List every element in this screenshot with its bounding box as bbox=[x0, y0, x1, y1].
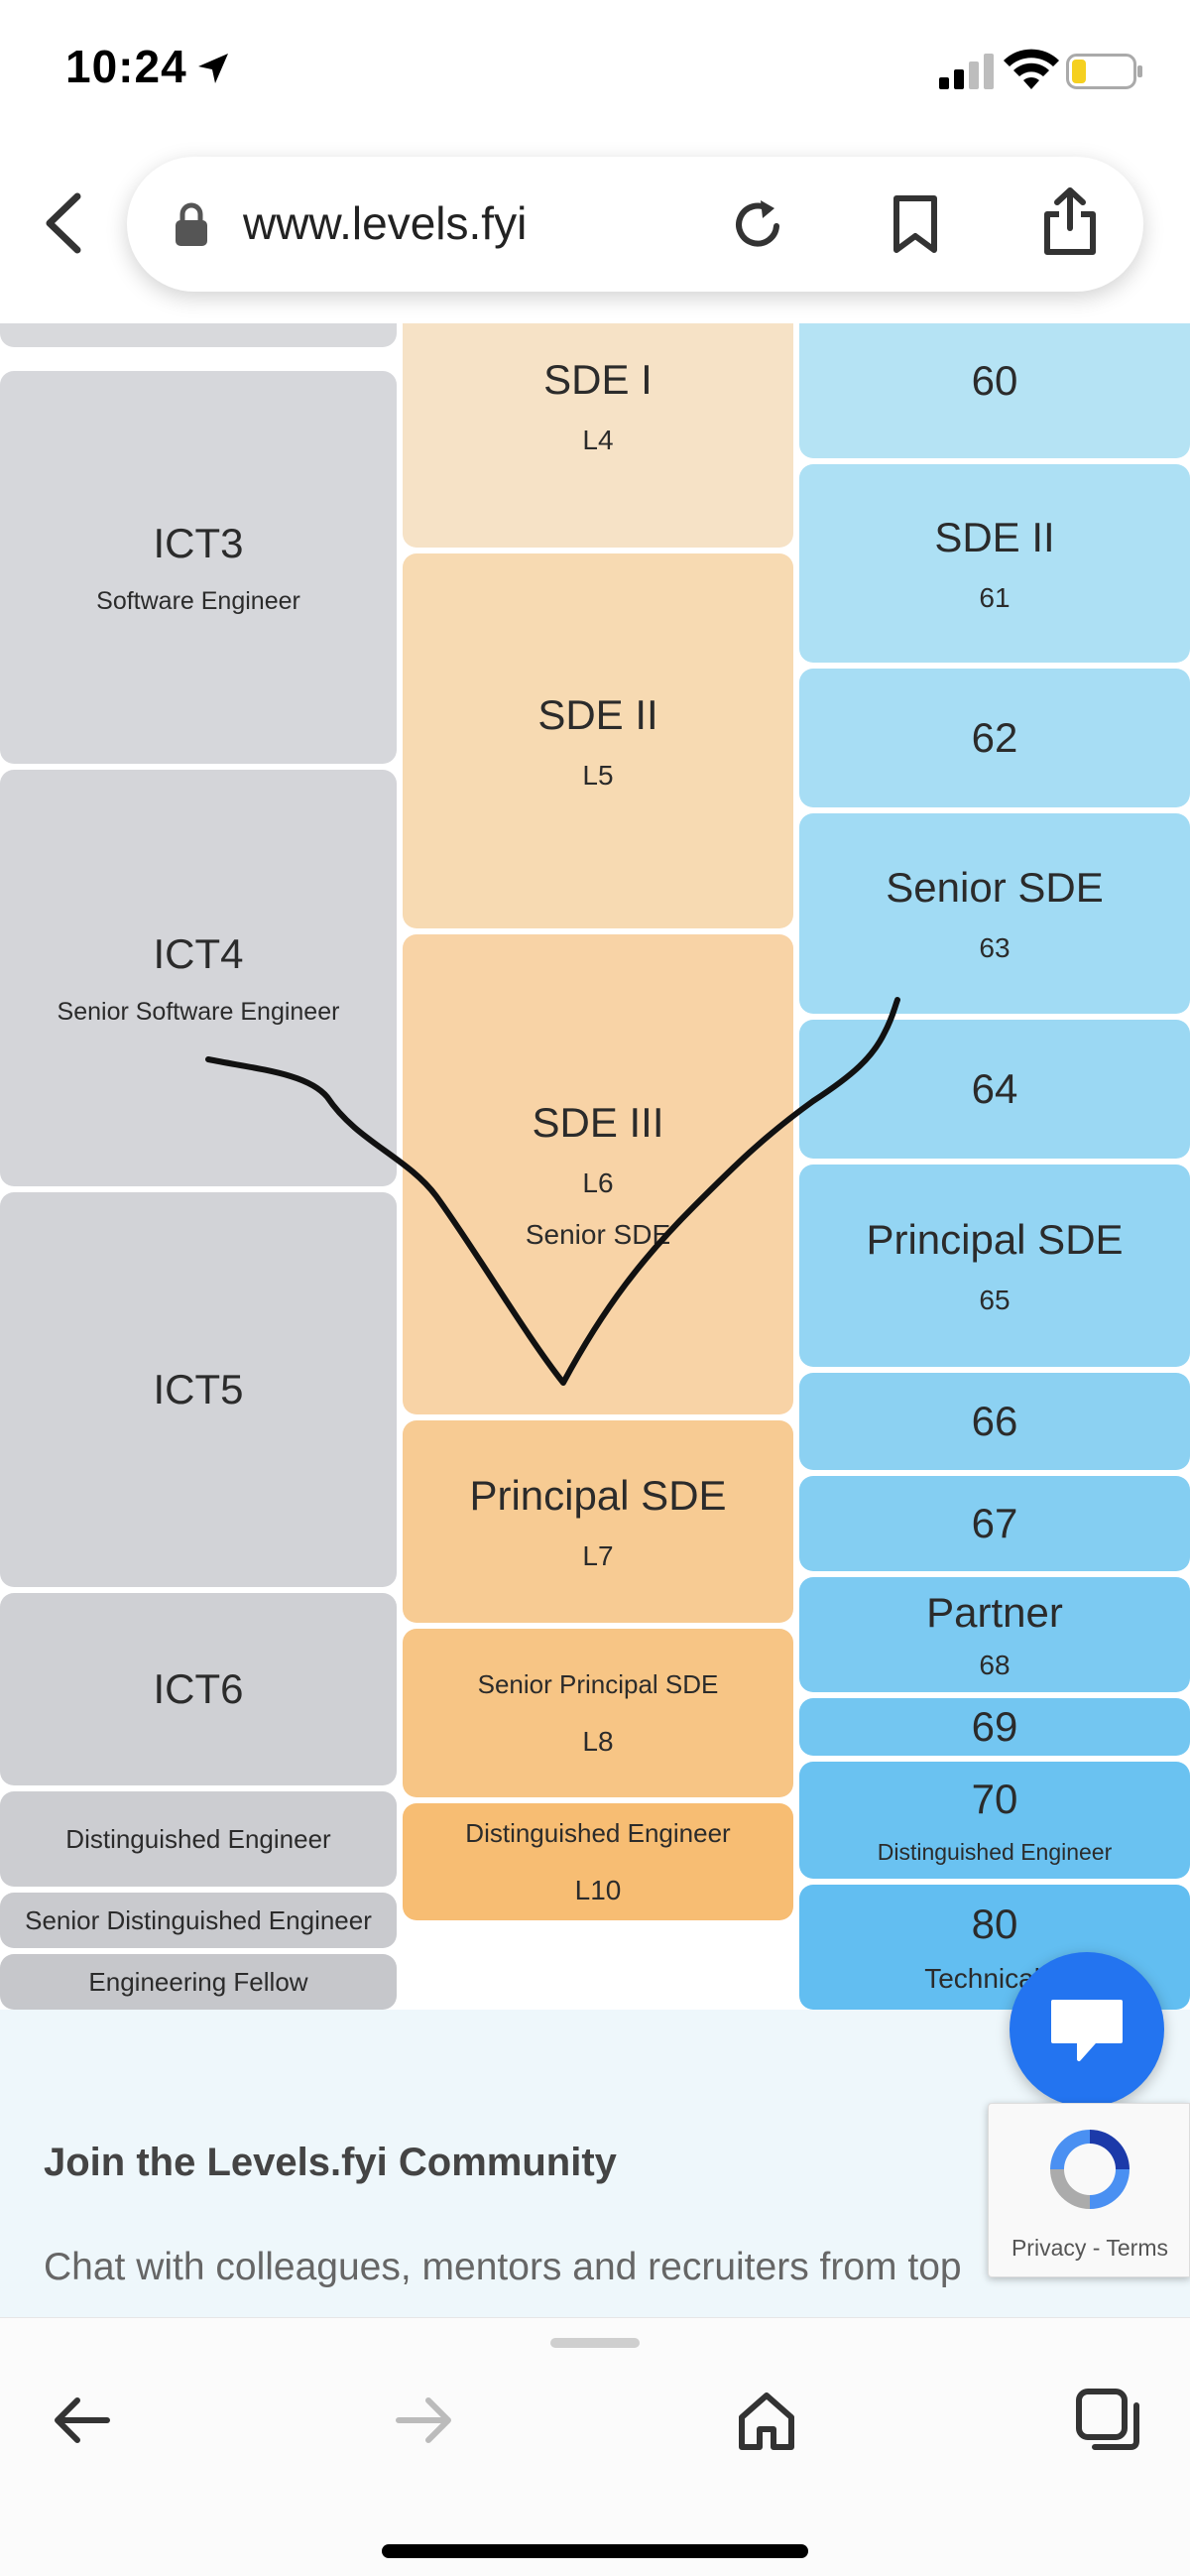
location-arrow-icon bbox=[198, 54, 228, 83]
level-code: L10 bbox=[574, 1874, 622, 1905]
level-title: 70 bbox=[971, 1776, 1018, 1823]
level-cell-engineering-fellow[interactable]: Engineering Fellow bbox=[0, 1954, 397, 2010]
address-bar[interactable] bbox=[127, 157, 1143, 292]
level-cell-63[interactable]: Senior SDE 63 bbox=[799, 813, 1190, 1014]
level-cell-70[interactable]: 70 Distinguished Engineer bbox=[799, 1762, 1190, 1879]
level-title: 69 bbox=[971, 1702, 1018, 1750]
level-title: Distinguished Engineer bbox=[465, 1817, 731, 1848]
level-cell-69[interactable]: 69 bbox=[799, 1698, 1190, 1756]
url-text[interactable]: www.levels.fyi bbox=[243, 197, 528, 249]
level-subtitle: Software Engineer bbox=[96, 586, 300, 615]
level-cell-68[interactable]: Partner 68 bbox=[799, 1577, 1190, 1692]
level-alt-title: Senior SDE bbox=[525, 1219, 671, 1251]
level-title: SDE II bbox=[934, 513, 1055, 560]
level-code: L6 bbox=[582, 1167, 614, 1199]
share-icon[interactable] bbox=[1041, 186, 1099, 256]
home-indicator[interactable] bbox=[382, 2544, 808, 2558]
level-cell-61[interactable]: SDE II 61 bbox=[799, 464, 1190, 663]
level-title: 80 bbox=[971, 1900, 1018, 1947]
level-title: Principal SDE bbox=[469, 1471, 727, 1519]
level-title: SDE I bbox=[543, 355, 653, 403]
status-time: 10:24 bbox=[65, 41, 187, 92]
level-title: 62 bbox=[971, 713, 1018, 761]
level-subtitle: Senior Software Engineer bbox=[57, 997, 340, 1026]
level-title: 60 bbox=[971, 356, 1018, 404]
level-title: Senior Principal SDE bbox=[477, 1668, 719, 1699]
level-title: 67 bbox=[971, 1499, 1018, 1546]
level-cell-sde-i[interactable]: SDE I L4 bbox=[403, 323, 793, 548]
level-cell-sde-ii[interactable]: SDE II L5 bbox=[403, 553, 793, 928]
level-cell-65[interactable]: Principal SDE 65 bbox=[799, 1165, 1190, 1367]
reload-icon[interactable] bbox=[729, 196, 786, 254]
chat-bubble-icon bbox=[1051, 2000, 1123, 2061]
level-title: Partner bbox=[926, 1588, 1063, 1636]
bookmark-icon[interactable] bbox=[891, 194, 940, 254]
wifi-icon bbox=[1004, 49, 1059, 89]
home-icon[interactable] bbox=[732, 2386, 801, 2455]
level-cell-distinguished-engineer[interactable]: Distinguished Engineer bbox=[0, 1791, 397, 1887]
level-cell-62[interactable]: 62 bbox=[799, 669, 1190, 807]
chat-button[interactable] bbox=[1010, 1952, 1164, 2107]
recaptcha-privacy-terms-link[interactable]: Privacy - Terms bbox=[1011, 2235, 1169, 2261]
tabs-icon[interactable] bbox=[1073, 2386, 1142, 2455]
level-code: L8 bbox=[582, 1725, 614, 1757]
cellular-signal-icon bbox=[939, 54, 994, 89]
recaptcha-badge[interactable]: Privacy - Terms bbox=[988, 2103, 1190, 2277]
level-code: 68 bbox=[979, 1650, 1011, 1681]
level-title: ICT5 bbox=[153, 1365, 244, 1412]
level-subtitle: Engineering Fellow bbox=[88, 1966, 308, 1997]
level-cell-60[interactable]: 60 bbox=[799, 323, 1190, 458]
level-cell-ict3[interactable]: ICT3 Software Engineer bbox=[0, 371, 397, 764]
level-title: SDE III bbox=[532, 1098, 664, 1146]
level-title: 66 bbox=[971, 1397, 1018, 1444]
status-bar: 10:24 bbox=[0, 0, 1190, 149]
level-cell-senior-distinguished-engineer[interactable]: Senior Distinguished Engineer bbox=[0, 1893, 397, 1948]
level-code: L5 bbox=[582, 760, 614, 792]
level-cell-64[interactable]: 64 bbox=[799, 1020, 1190, 1159]
lock-icon bbox=[176, 202, 207, 246]
back-arrow-icon[interactable] bbox=[48, 2386, 117, 2455]
browser-back-chevron-icon[interactable] bbox=[40, 188, 89, 258]
level-subtitle: Senior Distinguished Engineer bbox=[25, 1904, 372, 1935]
level-code: L7 bbox=[582, 1540, 614, 1572]
level-title: ICT4 bbox=[153, 930, 244, 978]
level-subtitle: Distinguished Engineer bbox=[65, 1823, 331, 1854]
community-description: Chat with colleagues, mentors and recrui… bbox=[44, 2246, 962, 2288]
levels-comparison-table: ICT3 Software Engineer ICT4 Senior Softw… bbox=[0, 323, 1190, 2010]
toolbar-grabber[interactable] bbox=[550, 2338, 640, 2348]
level-cell-sde-iii[interactable]: SDE III L6 Senior SDE bbox=[403, 934, 793, 1414]
level-cell-gray-top[interactable] bbox=[0, 323, 397, 347]
level-cell-ict5[interactable]: ICT5 bbox=[0, 1192, 397, 1587]
level-cell-ict6[interactable]: ICT6 bbox=[0, 1593, 397, 1785]
level-subtitle: Distinguished Engineer bbox=[877, 1838, 1113, 1865]
level-title: Principal SDE bbox=[866, 1215, 1124, 1263]
level-title: ICT3 bbox=[153, 520, 244, 567]
community-heading: Join the Levels.fyi Community bbox=[44, 2141, 617, 2184]
forward-arrow-icon[interactable] bbox=[389, 2386, 458, 2455]
level-code: 65 bbox=[979, 1285, 1011, 1316]
level-cell-66[interactable]: 66 bbox=[799, 1373, 1190, 1470]
level-code: L4 bbox=[582, 425, 614, 456]
page-content: ICT3 Software Engineer ICT4 Senior Softw… bbox=[0, 323, 1190, 2317]
level-title: ICT6 bbox=[153, 1664, 244, 1712]
level-code: 61 bbox=[979, 582, 1011, 614]
level-cell-distinguished-engineer-l10[interactable]: Distinguished Engineer L10 bbox=[403, 1803, 793, 1920]
battery-icon bbox=[1066, 54, 1142, 89]
level-title: 64 bbox=[971, 1064, 1018, 1112]
level-cell-ict4[interactable]: ICT4 Senior Software Engineer bbox=[0, 770, 397, 1186]
level-title: SDE II bbox=[537, 690, 658, 738]
level-code: 63 bbox=[979, 932, 1011, 964]
level-cell-67[interactable]: 67 bbox=[799, 1476, 1190, 1571]
level-cell-principal-sde[interactable]: Principal SDE L7 bbox=[403, 1420, 793, 1623]
recaptcha-icon bbox=[1050, 2130, 1130, 2209]
level-cell-senior-principal-sde[interactable]: Senior Principal SDE L8 bbox=[403, 1629, 793, 1797]
browser-bottom-toolbar bbox=[0, 2317, 1190, 2576]
level-title: Senior SDE bbox=[886, 863, 1104, 911]
